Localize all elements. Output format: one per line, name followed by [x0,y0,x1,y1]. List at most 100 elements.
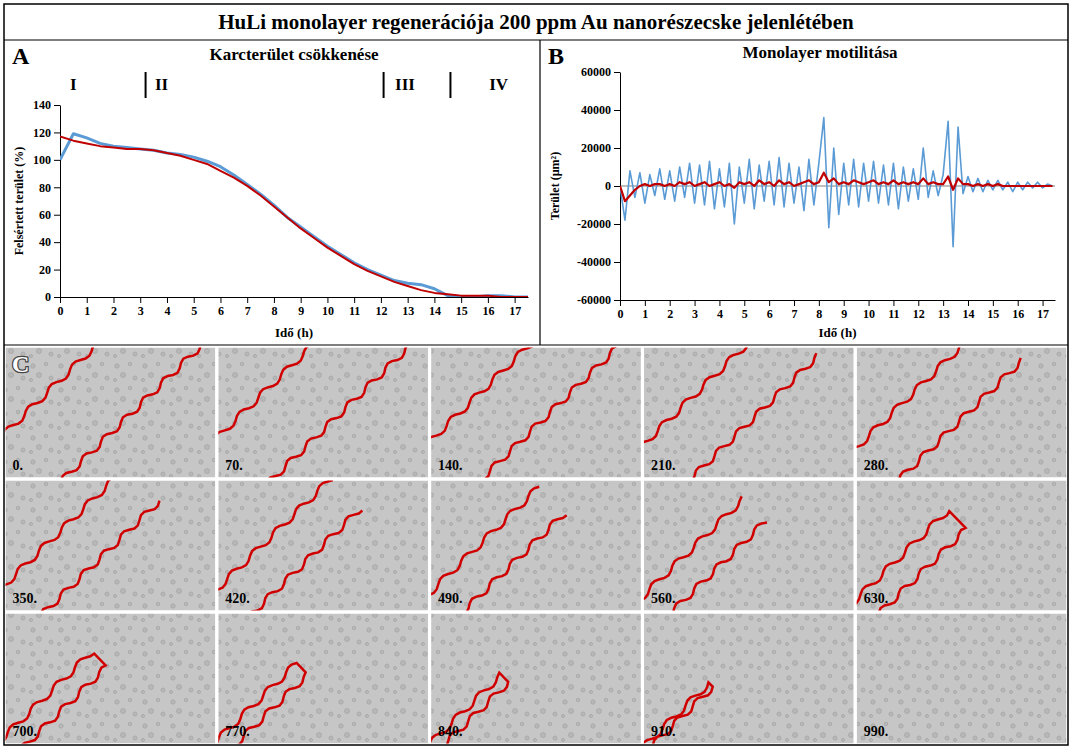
tick: 80 [39,181,60,195]
tick-label: 80 [39,181,51,195]
wound-edge [244,348,418,478]
wound-edge [644,348,777,463]
tick-label: 16 [1012,307,1024,321]
panel-letter: A [12,43,30,69]
frame-label: 990. [864,724,889,739]
tick-mark [167,297,168,303]
series-line [620,173,1053,202]
tick: 6 [767,300,773,321]
frame: 350. [0,468,215,633]
tick-mark [614,300,620,301]
frame: 420. [204,480,428,631]
series-line [60,134,528,297]
tick-label: 11 [349,304,360,318]
tick: 1 [642,300,648,321]
figure-frame [4,4,1068,745]
tick-mark [943,300,944,306]
phase-label: III [395,75,415,94]
tick: 40000 [581,103,620,117]
tick: 13 [938,300,950,321]
frame-image [431,614,641,744]
wound-edge [857,348,984,467]
tick-mark [744,300,745,306]
tick-label: 3 [692,307,698,321]
tick: 8 [271,297,277,318]
tick-mark [515,297,516,303]
wound-edge [6,481,128,603]
tick-label: 140 [33,98,51,112]
tick-mark [645,300,646,306]
tick-mark [769,300,770,306]
tick-mark [327,297,328,303]
axis-line [61,297,529,298]
tick: -60000 [577,293,620,307]
tick-label: 6 [218,304,224,318]
tick-label: 0 [618,307,624,321]
tick-mark [869,300,870,306]
tick: 40 [39,235,60,249]
figure-title: HuLi monolayer regenerációja 200 ppm Au … [218,10,854,34]
frame: 560. [631,481,854,628]
divider [4,39,1068,40]
wound-edge [431,673,508,744]
tick: 11 [888,300,899,321]
wound-edge [218,663,305,744]
tick-label: 1 [84,304,90,318]
tick-mark [301,297,302,303]
wound-edge [877,358,1021,478]
axis-line [60,106,61,298]
tick: 17 [1037,300,1049,321]
frame-image [6,481,216,611]
axis-line [621,300,1056,301]
wound-edge [451,348,616,478]
tick: 2 [111,297,117,318]
frame-label: 840. [438,724,463,739]
tick-mark [408,297,409,303]
frame-image [644,348,854,478]
frame: 280. [840,320,1066,505]
tick: 120 [33,126,60,140]
x-axis-title: Idő (h) [819,325,857,340]
tick: 0 [618,300,624,321]
tick: 16 [1012,300,1024,321]
frame-image [644,614,854,744]
tick-mark [87,297,88,303]
tick-label: 0 [45,290,51,304]
frame-label: 700. [13,724,38,739]
tick: 140 [33,98,60,112]
chart-title: Karcterület csökkenése [209,45,379,64]
frame: 840. [429,614,641,749]
tick-label: 10 [322,304,334,318]
tick-label: 8 [816,307,822,321]
tick: 0 [58,297,64,318]
tick: 0 [45,290,60,304]
frame-image [644,481,854,611]
tick-mark [620,300,621,306]
tick-label: -40000 [577,255,611,269]
tick-label: 40000 [581,103,611,117]
frame-label: 280. [864,458,889,473]
tick: 9 [298,297,304,318]
panel-letter: C [12,351,29,377]
frame: 990. [857,614,1067,744]
frame-label: 770. [225,724,250,739]
x-axis-title: Idő (h) [275,325,313,340]
tick-mark [54,132,60,133]
wound-edge [446,515,567,610]
plot-area [620,118,1053,247]
frame-label: 140. [438,458,463,473]
frame-label: 420. [225,591,250,606]
tick: 7 [792,300,798,321]
tick-mark [54,105,60,106]
tick-mark [247,297,248,303]
tick-label: 60 [39,208,51,222]
y-axis: -60000-40000-200000200004000060000 [577,65,621,307]
frame: 0. [0,277,218,511]
tick-mark [461,297,462,303]
tick: 100 [33,153,60,167]
tick-label: 12 [913,307,925,321]
tick: 11 [349,297,360,318]
frame-image [431,481,641,611]
panel-letter: B [548,43,564,69]
wound-edge [6,348,163,458]
